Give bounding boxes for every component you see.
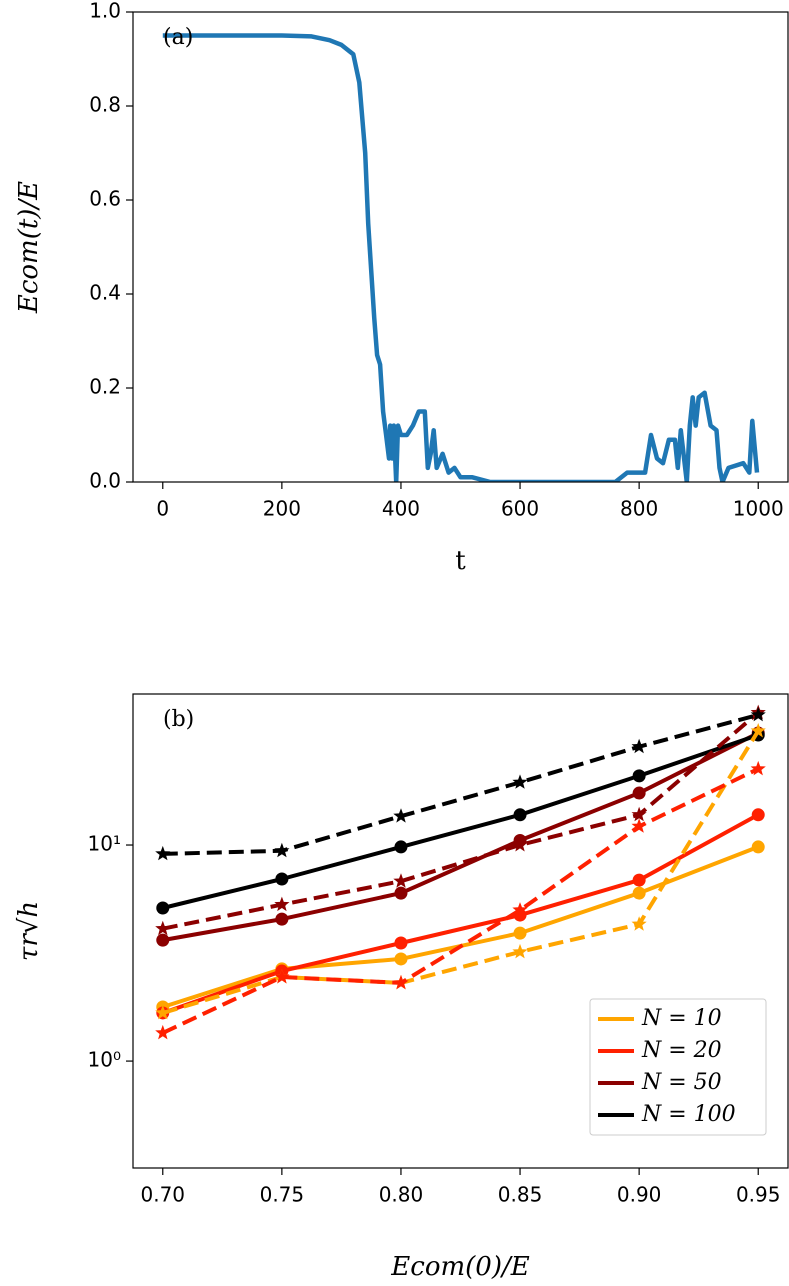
series-line <box>162 733 759 910</box>
y-tick-label: 0.2 <box>89 375 121 399</box>
x-tick-label: 600 <box>501 497 539 521</box>
marker <box>393 808 409 823</box>
marker <box>632 873 646 887</box>
marker <box>275 912 289 926</box>
plot-area <box>155 704 766 1040</box>
y-tick-label: 0.8 <box>89 93 121 117</box>
marker <box>631 806 647 822</box>
series-line <box>162 712 759 856</box>
y-axis-label: τr√h <box>14 901 44 961</box>
marker <box>394 886 408 900</box>
annotation: (a) <box>163 25 193 50</box>
x-tick-label: 0.95 <box>736 1183 781 1207</box>
marker <box>512 837 528 852</box>
marker <box>155 1024 171 1040</box>
axes-frame <box>132 11 789 483</box>
y-tick-label: 10¹ <box>88 832 121 856</box>
x-tick-label: 400 <box>382 497 420 521</box>
marker <box>750 723 766 738</box>
x-tick-label: 0.85 <box>498 1183 543 1207</box>
legend-label: N = 50 <box>641 1070 722 1095</box>
marker <box>155 1005 171 1020</box>
legend-label: N = 100 <box>641 1102 736 1127</box>
marker <box>394 840 408 854</box>
marker <box>156 901 170 915</box>
series-line <box>162 729 760 1015</box>
marker <box>274 842 290 858</box>
marker <box>393 974 409 990</box>
x-tick-label: 0 <box>156 497 169 521</box>
x-tick-label: 0.90 <box>617 1183 662 1207</box>
series-line <box>161 767 760 1035</box>
marker <box>274 969 290 984</box>
marker <box>155 845 171 861</box>
marker <box>750 706 766 722</box>
marker <box>156 933 170 947</box>
marker <box>155 920 171 936</box>
marker <box>631 818 647 833</box>
marker <box>750 760 766 776</box>
marker <box>512 943 528 959</box>
x-axis-label: t <box>455 546 466 576</box>
series-line <box>162 33 760 482</box>
y-tick-label: 1.0 <box>89 0 121 23</box>
marker <box>512 902 528 917</box>
legend-label: N = 20 <box>641 1038 722 1063</box>
y-tick-label: 0.4 <box>89 281 121 305</box>
marker <box>393 873 409 888</box>
marker <box>751 808 765 822</box>
legend-label: N = 10 <box>641 1006 722 1031</box>
x-tick-label: 800 <box>620 497 658 521</box>
marker <box>512 774 528 789</box>
marker <box>632 786 646 800</box>
legend-box <box>589 998 767 1136</box>
marker <box>274 896 290 912</box>
y-tick-label: 0.0 <box>89 469 121 493</box>
plot-area <box>162 33 760 482</box>
y-axis-label: Ecom(t)/E <box>14 181 44 314</box>
marker <box>394 952 408 966</box>
marker <box>631 738 647 754</box>
marker <box>275 872 289 886</box>
marker <box>631 916 647 931</box>
series-line <box>162 711 760 931</box>
x-tick-label: 0.70 <box>141 1183 186 1207</box>
marker <box>513 808 527 822</box>
x-tick-label: 1000 <box>733 497 784 521</box>
series-line <box>162 813 760 1015</box>
y-tick-label: 10⁰ <box>88 1048 121 1072</box>
x-tick-label: 200 <box>263 497 301 521</box>
marker <box>513 926 527 940</box>
y-tick-label: 0.6 <box>89 187 121 211</box>
marker <box>394 936 408 950</box>
axes-frame <box>132 693 789 1169</box>
series-line <box>162 731 760 943</box>
x-axis-label: Ecom(0)/E <box>390 1252 529 1282</box>
marker <box>632 886 646 900</box>
x-tick-label: 0.80 <box>379 1183 424 1207</box>
marker <box>751 840 765 854</box>
marker <box>632 769 646 783</box>
annotation: (b) <box>163 707 194 732</box>
x-tick-label: 0.75 <box>260 1183 305 1207</box>
